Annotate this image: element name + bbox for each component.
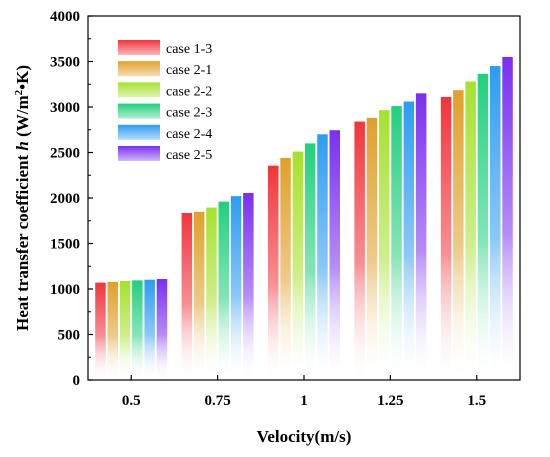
bar-case-1-3-1 (268, 165, 279, 380)
y-tick-label-500: 500 (58, 328, 81, 344)
x-tick-label-1.25: 1.25 (377, 393, 403, 409)
bar-case-2-1-1.25 (366, 117, 378, 381)
bar-case-1-3-1.5 (440, 96, 452, 381)
bar-case-2-5-0.5 (156, 278, 168, 380)
x-tick-label-0.5: 0.5 (122, 393, 141, 409)
y-tick-label-0: 0 (73, 373, 81, 389)
bar-case-2-5-1.5 (502, 56, 513, 380)
bar-case-1-3-1.25 (354, 121, 365, 380)
legend-label-case-2-1: case 2-1 (166, 63, 212, 78)
y-tick-label-3000: 3000 (50, 100, 80, 116)
bar-case-2-4-1.25 (403, 101, 415, 380)
bar-case-2-5-1 (329, 130, 340, 380)
y-axis-title-symbol: h (13, 141, 32, 150)
bar-case-2-1-1 (280, 157, 291, 380)
y-axis-title-unit-sup: 2 (13, 89, 25, 95)
bar-case-2-3-0.75 (218, 201, 229, 380)
bar-case-1-3-0.75 (181, 213, 193, 380)
legend-label-case-2-5: case 2-5 (166, 148, 212, 163)
legend-swatch-case-2-3 (118, 103, 160, 119)
y-axis-title-prefix: Heat transfer coefficient (13, 151, 32, 331)
y-tick-label-4000: 4000 (50, 9, 80, 25)
y-axis-title: Heat transfer coefficient h (W/m2•K) (13, 65, 32, 331)
y-tick-label-3500: 3500 (50, 55, 80, 71)
legend-swatch-case-1-3 (118, 40, 160, 55)
y-axis-title-unit-close: •K) (13, 65, 32, 90)
y-tick-label-2500: 2500 (50, 146, 80, 162)
bar-case-2-2-0.5 (119, 280, 131, 380)
y-axis: 0 500 1000 1500 2000 2500 3000 3500 4000 (50, 9, 93, 389)
legend-label-case-2-4: case 2-4 (166, 127, 212, 142)
bar-case-1-3-0.5 (95, 282, 106, 380)
x-axis-title: Velocity(m/s) (257, 427, 352, 446)
legend-swatch-case-2-5 (118, 146, 160, 161)
x-axis: 0.5 0.75 1 1.25 1.5 (122, 375, 486, 409)
x-tick-label-1.5: 1.5 (467, 393, 486, 409)
bar-case-2-4-1 (317, 134, 328, 380)
bar-case-2-4-0.75 (230, 196, 242, 380)
bar-case-2-1-0.75 (193, 211, 205, 380)
bar-case-2-5-0.75 (243, 192, 254, 380)
bars-group (95, 56, 513, 381)
legend-swatch-case-2-2 (118, 82, 160, 98)
legend-label-case-2-3: case 2-3 (166, 106, 212, 121)
legend-label-case-2-2: case 2-2 (166, 84, 212, 99)
bar-case-2-3-0.5 (132, 280, 143, 380)
bar-case-2-2-1 (292, 151, 304, 380)
y-tick-label-2000: 2000 (50, 191, 80, 207)
bar-case-2-5-1.25 (415, 93, 427, 380)
bar-case-2-2-1.5 (465, 81, 476, 381)
y-tick-label-1000: 1000 (50, 282, 80, 298)
legend-label-case-1-3: case 1-3 (166, 42, 212, 57)
y-axis-title-unit-open: (W/m (13, 95, 32, 141)
bar-case-2-4-0.5 (144, 279, 155, 380)
bar-case-2-2-0.75 (206, 207, 217, 380)
legend-swatch-case-2-1 (118, 61, 160, 77)
x-tick-label-0.75: 0.75 (204, 393, 230, 409)
legend-swatch-case-2-4 (118, 124, 160, 140)
bar-case-2-4-1.5 (490, 66, 501, 381)
bar-case-2-1-1.5 (453, 90, 464, 381)
bar-case-2-3-1.25 (391, 106, 402, 380)
legend: case 1-3 case 2-1 case 2-2 case 2-3 case 2-4… (118, 40, 212, 163)
x-tick-label-1: 1 (300, 393, 308, 409)
bar-case-2-2-1.25 (379, 110, 390, 380)
y-tick-label-1500: 1500 (50, 237, 80, 253)
bar-case-2-3-1.5 (477, 73, 489, 380)
bar-case-2-1-0.5 (107, 281, 118, 380)
bar-case-2-3-1 (304, 143, 316, 380)
